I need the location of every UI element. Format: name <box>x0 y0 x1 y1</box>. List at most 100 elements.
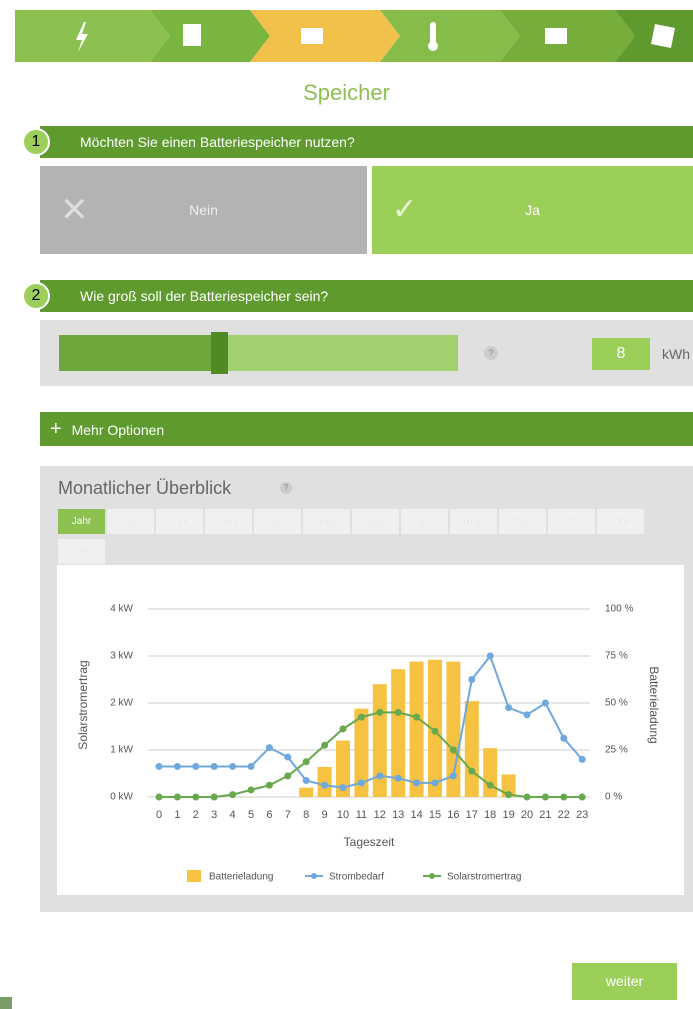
step-2[interactable] <box>150 10 270 62</box>
point <box>376 708 384 716</box>
x-tick-label: 12 <box>374 809 386 821</box>
month-tab[interactable]: Jahr <box>58 509 105 534</box>
slider-panel: ? 8 kWh <box>40 320 693 386</box>
next-button[interactable]: weiter <box>572 963 677 1000</box>
y-tick-label: 0 kW <box>110 792 133 803</box>
help-icon[interactable]: ? <box>484 346 498 360</box>
point <box>413 713 421 721</box>
icon-panel <box>183 24 201 46</box>
point <box>449 746 457 754</box>
month-tab[interactable]: Nov <box>597 509 644 534</box>
option-no[interactable]: ✕ Nein <box>40 166 367 254</box>
legend-label: Strombedarf <box>329 872 384 883</box>
y2-axis-label: Batterieladung <box>647 666 661 743</box>
point <box>302 777 310 785</box>
month-tab[interactable]: Apr <box>254 509 301 534</box>
bar <box>336 740 350 797</box>
bar <box>446 661 461 797</box>
point <box>229 762 237 770</box>
option-label: Ja <box>525 202 540 218</box>
corner-square <box>0 997 12 1009</box>
icon-battery <box>301 28 323 44</box>
value-input[interactable]: 8 <box>592 338 650 370</box>
help-icon[interactable]: ? <box>280 482 292 494</box>
question-text: Wie groß soll der Batteriespeicher sein? <box>80 288 329 304</box>
point <box>155 793 163 801</box>
bar <box>409 661 424 797</box>
question-bar: Möchten Sie einen Batteriespeicher nutze… <box>40 126 693 158</box>
bar <box>483 748 498 797</box>
month-tab[interactable]: Jul <box>401 509 448 534</box>
x-tick-label: 7 <box>285 809 291 821</box>
y2-tick-label: 25 % <box>605 745 628 756</box>
x-tick-label: 8 <box>303 809 309 821</box>
point <box>431 779 439 787</box>
x-tick-label: 6 <box>266 809 272 821</box>
y2-tick-label: 75 % <box>605 651 628 662</box>
month-tab[interactable]: Jun <box>352 509 399 534</box>
point <box>468 676 476 683</box>
plus-icon: + <box>50 418 62 440</box>
check-icon: ✓ <box>392 193 418 226</box>
legend-item: Strombedarf <box>305 872 384 883</box>
point <box>265 744 273 752</box>
x-tick-label: 14 <box>410 809 422 821</box>
point <box>505 791 513 799</box>
icon-car <box>545 28 567 44</box>
legend-swatch <box>187 870 201 882</box>
point <box>578 755 586 763</box>
point <box>523 793 531 801</box>
point <box>321 741 329 749</box>
slider-handle[interactable] <box>211 332 228 374</box>
icon-bolt <box>76 22 88 52</box>
bar <box>372 684 387 797</box>
month-tab[interactable]: Mai <box>303 509 350 534</box>
point <box>229 791 237 799</box>
step-4[interactable] <box>380 10 520 62</box>
month-tab[interactable]: Sep <box>499 509 546 534</box>
point <box>449 772 457 780</box>
point <box>210 762 218 770</box>
point <box>284 772 292 780</box>
point <box>413 779 421 787</box>
point <box>560 793 568 801</box>
point <box>468 767 476 775</box>
point <box>560 734 568 742</box>
point <box>541 793 549 801</box>
y-tick-label: 2 kW <box>110 698 133 709</box>
line <box>159 653 583 789</box>
point <box>247 762 255 770</box>
legend-item: Batterieladung <box>187 870 274 883</box>
month-tab[interactable]: Dez <box>58 539 105 564</box>
y-tick-label: 1 kW <box>110 745 133 756</box>
step-1[interactable] <box>15 10 170 62</box>
more-options[interactable]: + Mehr Optionen <box>40 412 693 446</box>
question-text: Möchten Sie einen Batteriespeicher nutze… <box>80 134 355 150</box>
bar <box>501 774 516 797</box>
x-tick-label: 9 <box>322 809 328 821</box>
point <box>192 793 200 801</box>
month-tab[interactable]: Okt <box>548 509 595 534</box>
bar <box>354 708 369 797</box>
month-tab[interactable]: Aug <box>450 509 497 534</box>
x-tick-label: 21 <box>539 809 551 821</box>
month-tab[interactable]: Mär <box>205 509 252 534</box>
x-tick-label: 10 <box>337 809 349 821</box>
overview-title: Monatlicher Überblick <box>58 478 232 498</box>
point <box>321 781 329 789</box>
point <box>486 652 494 660</box>
step-nav <box>15 10 693 62</box>
x-tick-label: 2 <box>193 809 199 821</box>
more-options-label: Mehr Optionen <box>71 422 165 438</box>
step-5[interactable] <box>500 10 635 62</box>
x-tick-label: 5 <box>248 809 254 821</box>
point <box>541 699 549 707</box>
bar <box>299 787 314 797</box>
bar <box>464 701 479 797</box>
month-tab[interactable]: Jan <box>107 509 154 534</box>
option-yes[interactable]: ✓ Ja <box>372 166 693 254</box>
point <box>192 762 200 770</box>
month-tab[interactable]: Feb <box>156 509 203 534</box>
y2-tick-label: 100 % <box>605 604 633 615</box>
step-3[interactable] <box>250 10 400 62</box>
